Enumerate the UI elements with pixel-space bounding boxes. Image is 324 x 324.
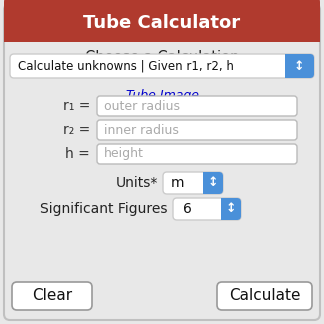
Text: Tube Calculator: Tube Calculator: [84, 14, 240, 32]
Text: Significant Figures: Significant Figures: [40, 202, 168, 216]
Text: Units*: Units*: [116, 176, 158, 190]
FancyBboxPatch shape: [97, 96, 297, 116]
FancyBboxPatch shape: [97, 120, 297, 140]
Text: height: height: [104, 147, 144, 160]
Bar: [221, 198, 229, 220]
Text: h =: h =: [65, 147, 90, 161]
Bar: [203, 172, 211, 194]
FancyBboxPatch shape: [285, 54, 314, 78]
FancyBboxPatch shape: [221, 198, 241, 220]
Text: Tube Image: Tube Image: [125, 89, 199, 102]
Text: Calculate: Calculate: [229, 288, 300, 304]
Text: ↕: ↕: [294, 60, 304, 73]
Text: m: m: [170, 176, 184, 190]
FancyBboxPatch shape: [173, 198, 241, 220]
Text: inner radius: inner radius: [104, 123, 179, 136]
Text: Calculate unknowns | Given r1, r2, h: Calculate unknowns | Given r1, r2, h: [18, 60, 234, 73]
FancyBboxPatch shape: [203, 172, 223, 194]
Text: r₁ =: r₁ =: [63, 99, 90, 113]
Bar: [285, 54, 297, 78]
FancyBboxPatch shape: [217, 282, 312, 310]
FancyBboxPatch shape: [12, 282, 92, 310]
FancyBboxPatch shape: [4, 0, 320, 42]
FancyBboxPatch shape: [10, 54, 314, 78]
Text: ↕: ↕: [208, 177, 218, 190]
Text: r₂ =: r₂ =: [63, 123, 90, 137]
FancyBboxPatch shape: [4, 4, 320, 320]
Bar: [4, 21, 320, 42]
Text: outer radius: outer radius: [104, 99, 180, 112]
Text: Clear: Clear: [32, 288, 72, 304]
Text: 6: 6: [182, 202, 191, 216]
Text: ↕: ↕: [226, 202, 236, 215]
FancyBboxPatch shape: [97, 144, 297, 164]
Text: Choose a Calculation: Choose a Calculation: [85, 50, 239, 64]
FancyBboxPatch shape: [163, 172, 223, 194]
